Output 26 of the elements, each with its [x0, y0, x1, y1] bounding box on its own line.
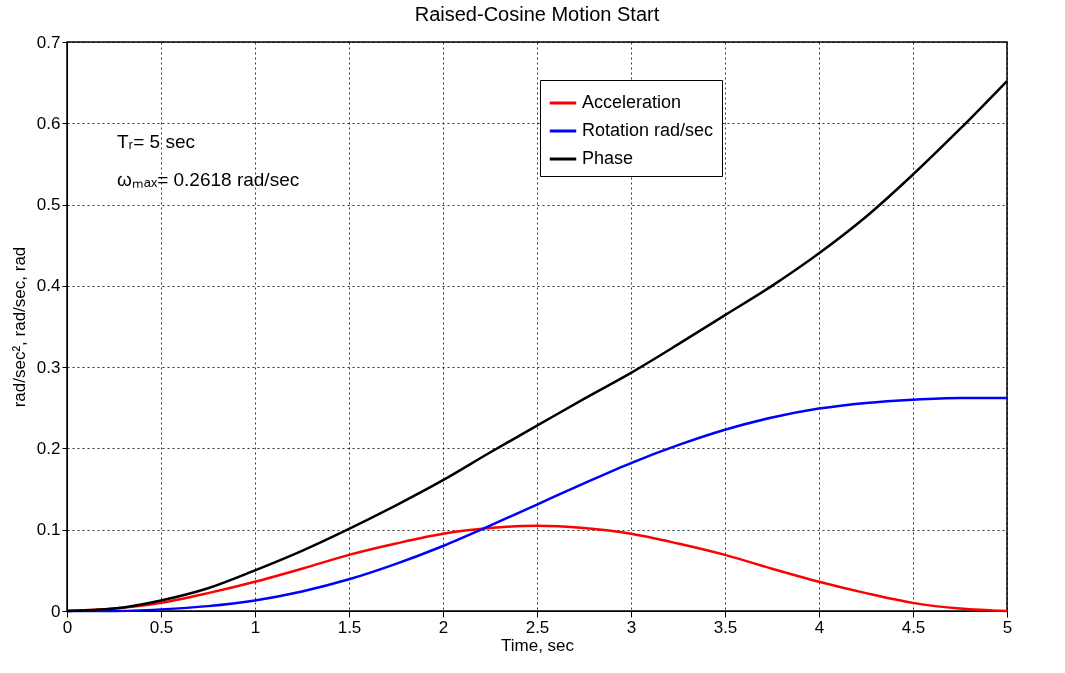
- y-tick-label: 0.5: [36, 195, 61, 215]
- y-tick-label: 0.6: [36, 113, 61, 133]
- x-tick-label: 0.5: [149, 617, 174, 637]
- y-tick-label: 0.7: [36, 32, 61, 52]
- legend-label: Acceleration: [582, 92, 682, 112]
- x-tick-label: 2: [438, 617, 449, 637]
- y-axis-title: rad/sec², rad/sec, rad: [9, 246, 29, 408]
- x-tick-label: 3.5: [713, 617, 738, 637]
- y-tick-label: 0.2: [36, 438, 61, 458]
- x-tick-label: 1.5: [337, 617, 362, 637]
- y-tick-label: 0: [51, 601, 61, 621]
- legend-label: Rotation rad/sec: [582, 120, 714, 140]
- x-tick-label: 3: [626, 617, 637, 637]
- y-tick-label: 0.4: [36, 276, 61, 296]
- legend-label: Phase: [582, 148, 634, 168]
- y-tick-label: 0.3: [36, 357, 61, 377]
- x-tick-label: 2.5: [525, 617, 550, 637]
- chart-title: Raised-Cosine Motion Start: [414, 3, 660, 25]
- y-tick-label: 0.1: [36, 520, 61, 540]
- x-tick-label: 5: [1002, 617, 1013, 637]
- annotation: ωₘₐₓ= 0.2618 rad/sec: [117, 169, 300, 190]
- x-tick-label: 4.5: [901, 617, 926, 637]
- annotation: Tᵣ= 5 sec: [117, 131, 195, 152]
- x-tick-label: 1: [250, 617, 261, 637]
- x-axis-title: Time, sec: [500, 635, 575, 655]
- x-tick-label: 4: [814, 617, 825, 637]
